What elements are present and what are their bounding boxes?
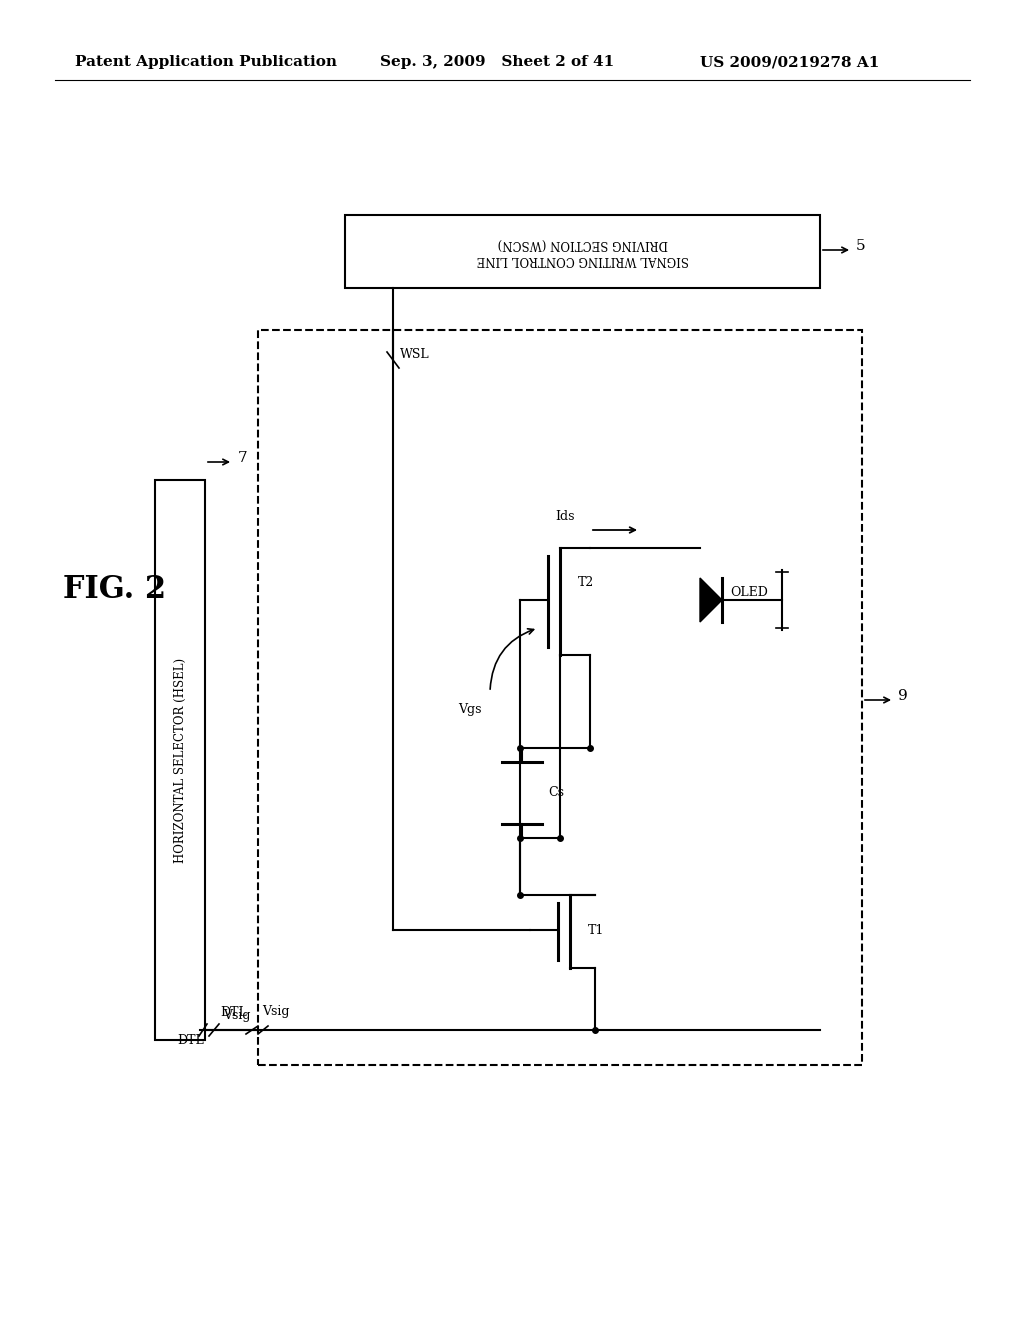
Text: Cs: Cs xyxy=(548,787,564,800)
Polygon shape xyxy=(700,578,722,622)
Text: DTL: DTL xyxy=(220,1006,247,1019)
Text: Vsig: Vsig xyxy=(223,1010,251,1023)
Text: 7: 7 xyxy=(238,451,248,465)
Text: 9: 9 xyxy=(898,689,907,704)
Text: OLED: OLED xyxy=(730,586,768,598)
Text: Ids: Ids xyxy=(555,510,574,523)
Text: SIGNAL WRITING CONTROL LINE
DRIVING SECTION (WSCN): SIGNAL WRITING CONTROL LINE DRIVING SECT… xyxy=(476,238,689,265)
Text: HORIZONTAL SELECTOR (HSEL): HORIZONTAL SELECTOR (HSEL) xyxy=(173,657,186,862)
Text: Vsig: Vsig xyxy=(262,1006,290,1019)
Text: FIG. 2: FIG. 2 xyxy=(63,574,167,606)
Bar xyxy=(155,480,205,1040)
Text: DTL: DTL xyxy=(177,1034,204,1047)
Text: T1: T1 xyxy=(588,924,604,936)
Bar xyxy=(345,215,820,288)
Text: T2: T2 xyxy=(578,576,594,589)
Bar xyxy=(258,330,862,1065)
Text: US 2009/0219278 A1: US 2009/0219278 A1 xyxy=(700,55,880,69)
Text: Patent Application Publication: Patent Application Publication xyxy=(75,55,337,69)
Text: WSL: WSL xyxy=(400,347,430,360)
Text: Vgs: Vgs xyxy=(458,704,481,717)
Text: Sep. 3, 2009   Sheet 2 of 41: Sep. 3, 2009 Sheet 2 of 41 xyxy=(380,55,614,69)
Text: 5: 5 xyxy=(856,239,865,253)
